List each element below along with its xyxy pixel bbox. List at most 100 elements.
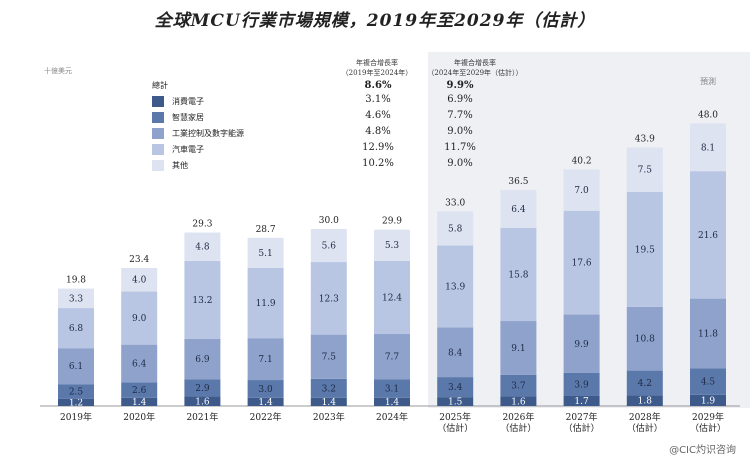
- x-tick-label: （估計）: [627, 422, 663, 434]
- bar-segment-label: 3.7: [511, 382, 526, 392]
- bar-segment: [247, 397, 284, 406]
- bar-segment-label: 6.8: [69, 324, 84, 334]
- bar-total-label: 30.0: [319, 216, 339, 226]
- bar-segment: [247, 380, 284, 398]
- bar-segment-label: 4.5: [701, 378, 716, 388]
- legend-item: 其他: [152, 158, 188, 172]
- bar-segment: [310, 397, 347, 406]
- bar-segment: [500, 227, 537, 322]
- bar-segment: [310, 378, 347, 398]
- cagr-value-2024-2029: 9.0%: [447, 158, 473, 169]
- bar-segment-label: 6.4: [511, 205, 526, 215]
- cagr-total-2024-2029: 9.9%: [446, 80, 474, 91]
- legend-swatch: [152, 127, 164, 139]
- bar-segment: [58, 348, 94, 385]
- x-tick-label: 2028年: [629, 411, 661, 423]
- bar-segment: [58, 308, 94, 349]
- legend-item: 智慧家居: [152, 110, 204, 124]
- bar-segment: [310, 229, 347, 263]
- bar-segment: [374, 379, 410, 398]
- bar-segment-label: 1.4: [322, 398, 337, 408]
- bar-segment-label: 6.9: [195, 355, 210, 365]
- bar-segment-label: 1.4: [258, 398, 273, 408]
- cagr-value-2019-2024: 10.2%: [362, 158, 394, 169]
- bar-segment: [247, 237, 284, 268]
- unit-label: 十億美元: [44, 67, 72, 75]
- legend-item: 工業控制及數字能源: [152, 126, 244, 140]
- bar-segment-label: 11.8: [698, 329, 718, 339]
- bar-segment: [563, 169, 600, 211]
- cagr-header-2019-2024: 年複合增長率 （2019年至2024年）: [341, 59, 413, 77]
- legend-label: 智慧家居: [172, 112, 204, 122]
- bar-segment: [690, 368, 726, 395]
- bar-segment-label: 13.2: [192, 296, 212, 306]
- bar-segment-label: 12.3: [319, 294, 339, 304]
- bar-segment-label: 4.8: [195, 243, 210, 253]
- legend-label: 工業控制及數字能源: [172, 128, 244, 138]
- bar-segment: [563, 314, 600, 373]
- bar-segment-label: 13.9: [445, 283, 465, 293]
- bar-segment: [184, 396, 221, 406]
- bar-segment: [184, 232, 221, 261]
- bar-segment-label: 9.0: [132, 314, 147, 324]
- bar-segment-label: 8.1: [701, 143, 715, 153]
- bar-segment: [247, 267, 284, 339]
- bar-segment-label: 4.0: [132, 276, 147, 286]
- x-tick-label: 2024年: [376, 411, 408, 423]
- chart-title: 全球MCU行業市場規模，2019年至2029年（估計）: [154, 11, 596, 31]
- bar-segment: [121, 267, 158, 292]
- x-tick-label: （估計）: [564, 422, 600, 434]
- cagr-value-2024-2029: 11.7%: [444, 142, 476, 153]
- bar-segment-label: 5.3: [385, 241, 400, 251]
- bar-segment-label: 17.6: [572, 259, 592, 269]
- cagr-total-2019-2024: 8.6%: [364, 80, 392, 91]
- bar-total-label: 43.9: [635, 135, 655, 145]
- bar-segment: [58, 384, 94, 399]
- bar-segment-label: 5.8: [448, 224, 463, 234]
- bar-segment: [58, 288, 94, 309]
- legend-item: 消費電子: [152, 94, 204, 108]
- bar-segment-label: 1.8: [638, 397, 653, 407]
- bar-segment-label: 10.8: [635, 335, 655, 345]
- bar-segment-label: 1.6: [511, 397, 526, 407]
- bar-total-label: 29.3: [192, 220, 212, 230]
- legend-swatch: [152, 111, 164, 123]
- bar-segment: [626, 191, 663, 307]
- bar-segment: [563, 395, 600, 406]
- bar-segment-label: 7.1: [258, 355, 272, 365]
- bar-segment-label: 7.0: [574, 186, 589, 196]
- bar-segment-label: 2.5: [69, 388, 84, 398]
- bar-segment: [58, 398, 94, 406]
- bar-segment-label: 4.2: [638, 379, 652, 389]
- bar-segment: [374, 229, 410, 261]
- bar-segment: [437, 327, 474, 378]
- legend-total-label: 總計: [152, 81, 168, 90]
- bar-segment-label: 2.6: [132, 386, 147, 396]
- bar-segment-label: 1.4: [132, 398, 147, 408]
- x-tick-label: 2025年: [439, 411, 471, 423]
- bar-segment: [437, 245, 474, 328]
- bar-segment: [121, 382, 158, 398]
- cagr-value-2019-2024: 3.1%: [365, 94, 391, 105]
- x-tick-label: 2019年: [60, 411, 92, 423]
- bar-segment: [121, 397, 158, 406]
- x-tick-label: 2020年: [123, 411, 155, 423]
- bar-total-label: 19.8: [66, 276, 86, 286]
- legend-swatch: [152, 159, 164, 171]
- bar-segment-label: 19.5: [635, 245, 655, 255]
- cagr-value-2024-2029: 9.0%: [447, 126, 473, 137]
- bar-segment-label: 7.5: [322, 353, 337, 363]
- bar-total-label: 48.0: [698, 110, 718, 120]
- legend-swatch: [152, 143, 164, 155]
- x-tick-label: （估計）: [437, 422, 473, 434]
- bar-total-label: 33.0: [445, 198, 465, 208]
- bar-segment: [626, 147, 663, 192]
- bar-segment: [690, 171, 726, 299]
- bar-segment: [184, 338, 221, 380]
- legend-item: 汽車電子: [152, 142, 204, 156]
- x-tick-label: 2022年: [250, 411, 282, 423]
- bar-segment-label: 9.9: [574, 340, 589, 350]
- bar-segment: [310, 334, 347, 379]
- x-tick-label: 2021年: [186, 411, 218, 423]
- bar-segment-label: 3.3: [69, 294, 84, 304]
